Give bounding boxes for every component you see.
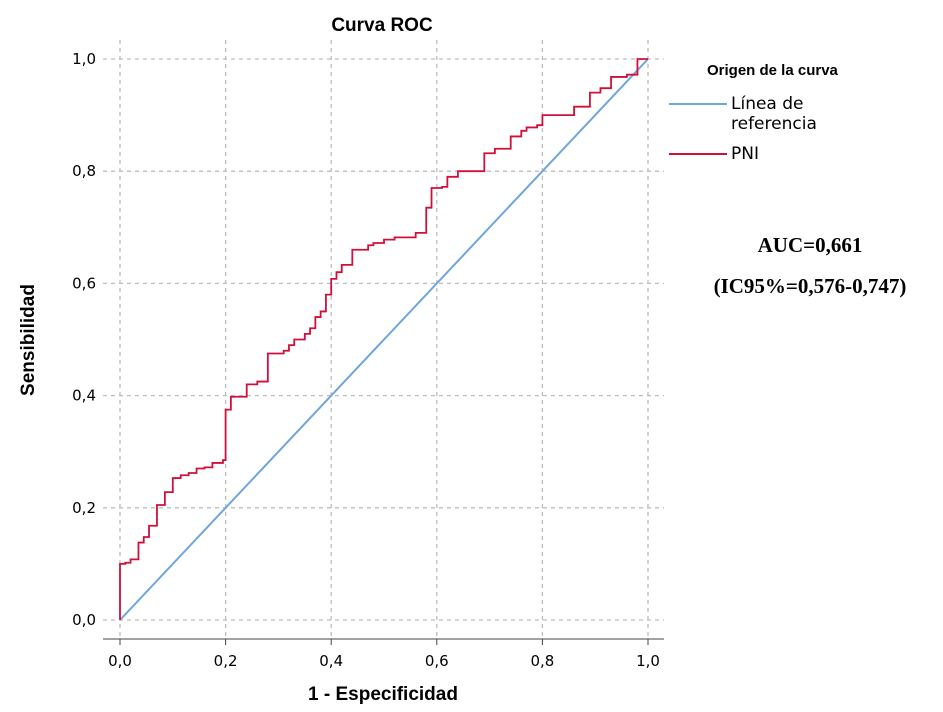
y-tick-label: 0,0 bbox=[72, 611, 96, 629]
x-axis-title: 1 - Especificidad bbox=[308, 684, 458, 705]
y-axis-title: Sensibilidad bbox=[18, 284, 39, 396]
legend-label: referencia bbox=[731, 114, 817, 134]
x-tick-label: 1,0 bbox=[636, 652, 660, 670]
y-tick-label: 1,0 bbox=[72, 50, 96, 68]
legend-title: Origen de la curva bbox=[707, 62, 839, 79]
x-tick-labels: 0,0 0,2 0,4 0,6 0,8 1,0 bbox=[108, 652, 660, 670]
legend-label: Línea de bbox=[731, 94, 804, 114]
x-tick-label: 0,2 bbox=[214, 652, 238, 670]
series-line-pni bbox=[119, 58, 648, 620]
x-tick-label: 0,8 bbox=[530, 652, 554, 670]
x-tick-label: 0,4 bbox=[319, 652, 343, 670]
x-tick-label: 0,6 bbox=[425, 652, 449, 670]
chart-title: Curva ROC bbox=[331, 15, 433, 36]
series bbox=[119, 58, 649, 621]
series-line-l-nea-de-referencia bbox=[119, 58, 649, 621]
y-tick-label: 0,6 bbox=[72, 274, 96, 292]
y-tick-label: 0,4 bbox=[72, 387, 96, 405]
auc-confidence-interval: (IC95%=0,576-0,747) bbox=[714, 274, 907, 298]
axes bbox=[103, 638, 664, 645]
legend-label: PNI bbox=[731, 144, 759, 164]
y-tick-label: 0,8 bbox=[72, 162, 96, 180]
y-tick-label: 0,2 bbox=[72, 499, 96, 517]
grid bbox=[103, 40, 664, 639]
x-tick-label: 0,0 bbox=[108, 652, 132, 670]
auc-value: AUC=0,661 bbox=[758, 233, 863, 257]
y-tick-labels: 0,0 0,2 0,4 0,6 0,8 1,0 bbox=[72, 50, 96, 629]
auc-annotation: AUC=0,661 (IC95%=0,576-0,747) bbox=[714, 233, 907, 298]
